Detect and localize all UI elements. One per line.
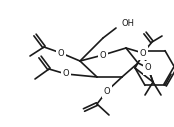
Text: O: O [58,49,64,58]
Text: O: O [100,51,106,60]
Text: O: O [63,69,69,78]
Text: O: O [145,64,151,73]
Text: OH: OH [121,19,134,28]
Text: O: O [140,49,146,58]
Text: O: O [104,86,110,96]
